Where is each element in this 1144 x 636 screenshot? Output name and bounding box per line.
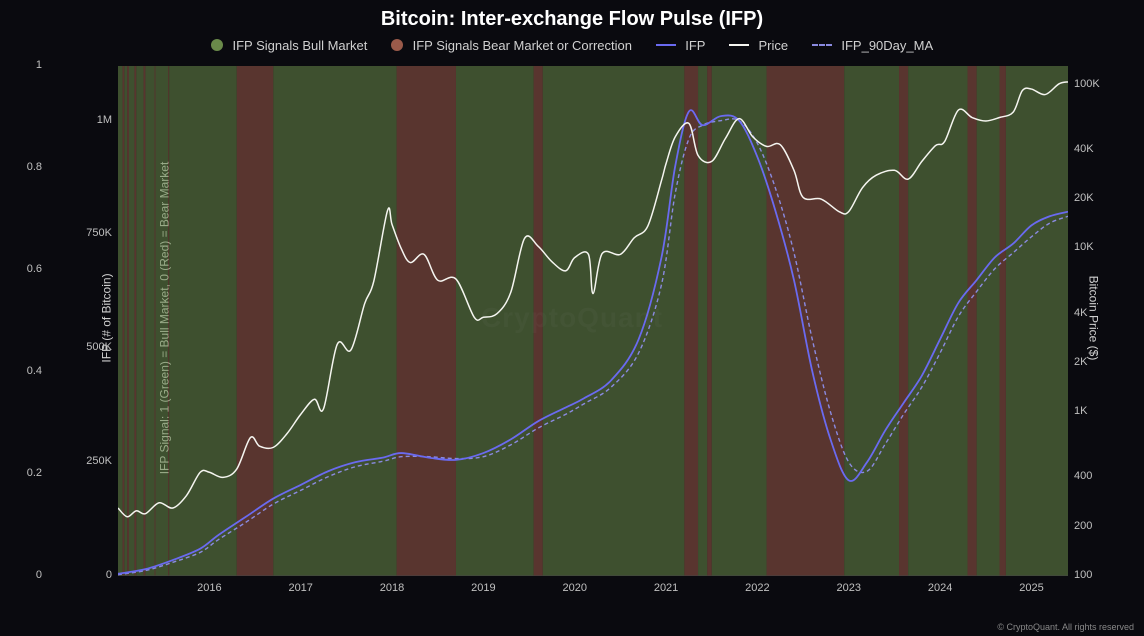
y-price-tick: 4K: [1074, 307, 1087, 319]
signal-band-bull: [136, 66, 143, 576]
signal-band-bear: [968, 66, 977, 576]
signal-band-bull: [145, 66, 154, 576]
y-price-tick: 40K: [1074, 143, 1094, 155]
legend-ma: IFP_90Day_MA: [812, 38, 933, 53]
signal-band-bear: [144, 66, 146, 576]
y-ifp-tick: 0: [106, 569, 112, 581]
signal-band-bull: [456, 66, 534, 576]
x-year-tick: 2018: [380, 582, 404, 594]
signal-band-bull: [698, 66, 707, 576]
signal-band-bull: [169, 66, 237, 576]
y-signal-tick: 0.2: [27, 467, 42, 479]
bull-swatch: [211, 39, 223, 51]
price-swatch: [729, 44, 749, 46]
y-price-tick: 100: [1074, 569, 1092, 581]
y-price-tick: 2K: [1074, 356, 1087, 368]
x-year-tick: 2016: [197, 582, 221, 594]
x-year-tick: 2020: [562, 582, 586, 594]
legend-ifp-label: IFP: [685, 38, 705, 53]
y-signal-tick: 0.8: [27, 161, 42, 173]
y-signal-tick: 0.6: [27, 263, 42, 275]
ifp-swatch: [656, 44, 676, 46]
x-year-tick: 2019: [471, 582, 495, 594]
y-ifp-tick: 500K: [86, 341, 112, 353]
y-price-tick: 100K: [1074, 78, 1100, 90]
signal-band-bear: [123, 66, 125, 576]
legend-bear: IFP Signals Bear Market or Correction: [391, 38, 636, 53]
x-year-tick: 2021: [654, 582, 678, 594]
signal-band-bear: [707, 66, 712, 576]
y-axis-price-label: Bitcoin Price ($): [1087, 276, 1101, 361]
signal-band-bear: [237, 66, 274, 576]
legend: IFP Signals Bull Market IFP Signals Bear…: [0, 38, 1144, 53]
y-price-tick: 200: [1074, 520, 1092, 532]
signal-band-bull: [124, 66, 127, 576]
signal-band-bull: [273, 66, 396, 576]
legend-price: Price: [729, 38, 792, 53]
signal-band-bear: [899, 66, 908, 576]
legend-price-label: Price: [759, 38, 789, 53]
chart-title: Bitcoin: Inter-exchange Flow Pulse (IFP): [0, 8, 1144, 31]
legend-ma-label: IFP_90Day_MA: [841, 38, 933, 53]
legend-bear-label: IFP Signals Bear Market or Correction: [413, 38, 632, 53]
signal-band-bear: [534, 66, 543, 576]
signal-band-bull: [155, 66, 168, 576]
x-year-tick: 2025: [1019, 582, 1043, 594]
signal-band-bull: [1006, 66, 1068, 576]
ma-swatch: [812, 44, 832, 46]
signal-band-bull: [977, 66, 1000, 576]
y-ifp-tick: 1M: [97, 114, 112, 126]
bear-swatch: [391, 39, 403, 51]
signal-band-bear: [155, 66, 156, 576]
copyright: © CryptoQuant. All rights reserved: [997, 622, 1134, 632]
x-year-tick: 2017: [288, 582, 312, 594]
signal-band-bull: [844, 66, 899, 576]
chart-container: Bitcoin: Inter-exchange Flow Pulse (IFP)…: [0, 0, 1144, 636]
legend-bull-label: IFP Signals Bull Market: [232, 38, 367, 53]
y-signal-tick: 0.4: [27, 365, 42, 377]
x-year-tick: 2022: [745, 582, 769, 594]
signal-band-bull: [543, 66, 685, 576]
y-price-tick: 1K: [1074, 405, 1087, 417]
y-price-tick: 20K: [1074, 192, 1094, 204]
y-signal-tick: 1: [36, 59, 42, 71]
x-year-tick: 2023: [837, 582, 861, 594]
signal-band-bear: [397, 66, 456, 576]
signal-band-bear: [134, 66, 136, 576]
x-year-tick: 2024: [928, 582, 952, 594]
y-ifp-tick: 250K: [86, 455, 112, 467]
signal-band-bear: [127, 66, 129, 576]
signal-band-bear: [684, 66, 698, 576]
signal-band-bull: [129, 66, 134, 576]
y-price-tick: 10K: [1074, 241, 1094, 253]
plot-area: [118, 66, 1068, 576]
signal-band-bear: [168, 66, 169, 576]
y-signal-tick: 0: [36, 569, 42, 581]
signal-band-bear: [999, 66, 1005, 576]
legend-bull: IFP Signals Bull Market: [211, 38, 371, 53]
signal-band-bull: [118, 66, 123, 576]
signal-band-bear: [767, 66, 845, 576]
legend-ifp: IFP: [656, 38, 709, 53]
signal-band-bull: [908, 66, 967, 576]
y-ifp-tick: 750K: [86, 227, 112, 239]
y-price-tick: 400: [1074, 470, 1092, 482]
